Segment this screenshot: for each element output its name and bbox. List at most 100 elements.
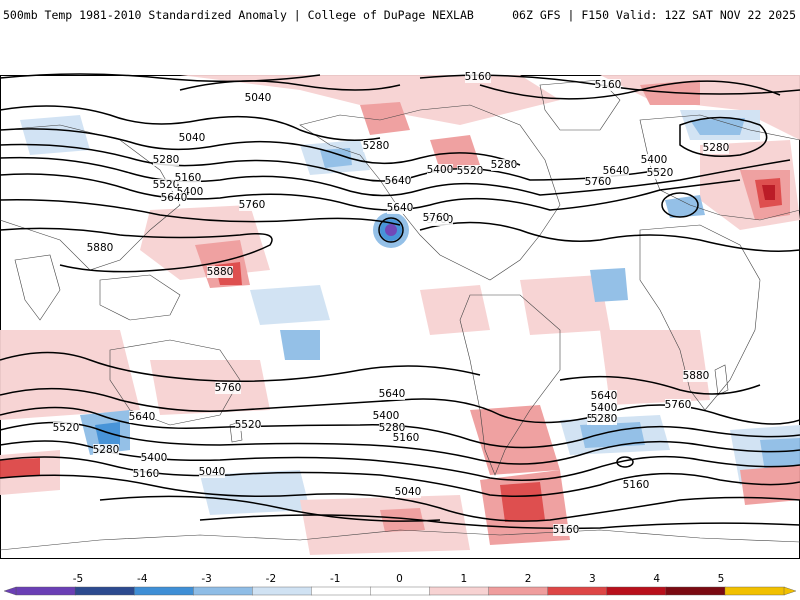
contour-label-bg <box>235 419 261 431</box>
contour-label-bg <box>161 192 187 204</box>
contour-label: 5280 <box>93 444 120 456</box>
contour-label: 5520 <box>53 422 80 434</box>
contour-label-bg <box>133 468 159 480</box>
contour-label-bg <box>703 142 729 154</box>
contour-label: 5760 <box>239 199 266 211</box>
contour-label-bg <box>603 165 629 177</box>
model-valid-time: 06Z GFS | F150 Valid: 12Z SAT NOV 22 202… <box>512 8 796 22</box>
colorbar-swatches <box>3 586 797 596</box>
contour-label-bg <box>591 413 617 425</box>
contour-label-bg <box>393 432 419 444</box>
contour-label: 5760 <box>665 399 692 411</box>
colorbar-swatch <box>74 586 135 596</box>
contour-label: 5760 <box>585 176 612 188</box>
contour-label: 5640 <box>379 388 406 400</box>
contour-label-bg <box>245 92 271 104</box>
colorbar-tick-label: -5 <box>73 573 83 585</box>
contour-label: 5760 <box>215 382 242 394</box>
contour-label-bg <box>379 388 405 400</box>
contour-label-bg <box>175 172 201 184</box>
contour-label: 5040 <box>199 466 226 478</box>
contour-label: 5040 <box>395 486 422 498</box>
colorbar-swatch <box>370 586 431 596</box>
colorbar-swatch <box>547 586 608 596</box>
colorbar-tick-label: 5 <box>718 573 725 585</box>
colorbar-swatch <box>311 586 372 596</box>
colorbar-tick-label: 2 <box>525 573 532 585</box>
contour-label-bg <box>665 399 691 411</box>
contour-label: 5640 <box>161 192 188 204</box>
contour-label-bg <box>141 452 167 464</box>
colorbar-swatch <box>15 586 76 596</box>
contour-label: 5520 <box>235 419 262 431</box>
contour-label: 5280 <box>703 142 730 154</box>
colorbar-swatch <box>724 586 785 596</box>
map-title: 500mb Temp 1981-2010 Standardized Anomal… <box>3 8 474 22</box>
contour-label: 5640 <box>603 165 630 177</box>
contour-label-bg <box>239 199 265 211</box>
contour-label: 5400 <box>373 410 400 422</box>
contour-label: 5280 <box>491 159 518 171</box>
contour-label-bg <box>585 176 611 188</box>
colorbar-swatch <box>488 586 549 596</box>
contour-label: 5520 <box>153 179 180 191</box>
colorbar-right-arrow <box>783 586 797 596</box>
contour-label: 5400 <box>427 164 454 176</box>
contour-label: 5640 <box>591 390 618 402</box>
contour-label-bg <box>423 212 449 224</box>
contour-label: 5640 <box>387 202 414 214</box>
colorbar-swatch <box>606 586 667 596</box>
contour-label-bg <box>379 422 405 434</box>
contour-label-bg <box>179 132 205 144</box>
colorbar-tick-label: 0 <box>396 573 403 585</box>
contour-label-bg <box>465 71 491 83</box>
contour-label: 5160 <box>175 172 202 184</box>
colorbar-tick-label: -4 <box>137 573 148 585</box>
contour-label: 5880 <box>87 242 114 254</box>
contour-label-bg <box>93 444 119 456</box>
colorbar-tick-label: 1 <box>460 573 467 585</box>
contour-label: 5040 <box>179 132 206 144</box>
contour-label-bg <box>385 175 411 187</box>
contour-label: 5280 <box>363 140 390 152</box>
contour-label-bg <box>595 79 621 91</box>
contour-label: 5280 <box>591 413 618 425</box>
contour-label: 5280 <box>379 422 406 434</box>
contour-label-bg <box>53 422 79 434</box>
colorbar-ticks: -5 -4 -3 -2 -1 0 1 2 3 4 5 <box>73 573 725 585</box>
contour-label-bg <box>647 167 673 179</box>
contour-label-bg <box>199 466 225 478</box>
contour-label-bg <box>395 486 421 498</box>
contour-label: 5160 <box>623 479 650 491</box>
weather-map: 5160 5160 5040 5040 5280 5280 5280 5280 5520 5520… <box>0 71 800 560</box>
contour-label-bg <box>591 402 617 414</box>
contour-label: 5160 <box>393 432 420 444</box>
contour-label-bg <box>491 159 517 171</box>
map-header: 500mb Temp 1981-2010 Standardized Anomal… <box>0 0 800 30</box>
contour-label: 5160 <box>133 468 160 480</box>
contour-label-bg <box>623 479 649 491</box>
colorbar-tick-label: -2 <box>266 573 276 585</box>
colorbar-swatch <box>193 586 254 596</box>
contour-label: 5280 <box>153 154 180 166</box>
contour-label: 5160 <box>553 524 580 536</box>
contour-label-bg <box>153 154 179 166</box>
contour-label: 5400 <box>641 154 668 166</box>
contour-label-bg <box>553 524 579 536</box>
contour-label: 5640 <box>385 175 412 187</box>
colorbar-swatch <box>252 586 313 596</box>
anomaly-shading <box>0 75 800 555</box>
contour-labels: 5160 5160 5040 5040 5280 5280 5280 5280 5520 5520… <box>53 71 730 536</box>
contour-label-bg <box>591 390 617 402</box>
contour-label-bg <box>457 165 483 177</box>
contour-label-bg <box>129 411 155 423</box>
contour-label-bg <box>87 242 113 254</box>
contour-label-bg <box>387 202 413 214</box>
contour-label-bg <box>215 382 241 394</box>
contour-label: 5160 <box>465 71 492 83</box>
colorbar-tick-label: 4 <box>653 573 660 585</box>
contour-label: 5040 <box>245 92 272 104</box>
colorbar-tick-label: -1 <box>330 573 340 585</box>
contour-label-bg <box>207 266 233 278</box>
colorbar-swatch <box>133 586 194 596</box>
